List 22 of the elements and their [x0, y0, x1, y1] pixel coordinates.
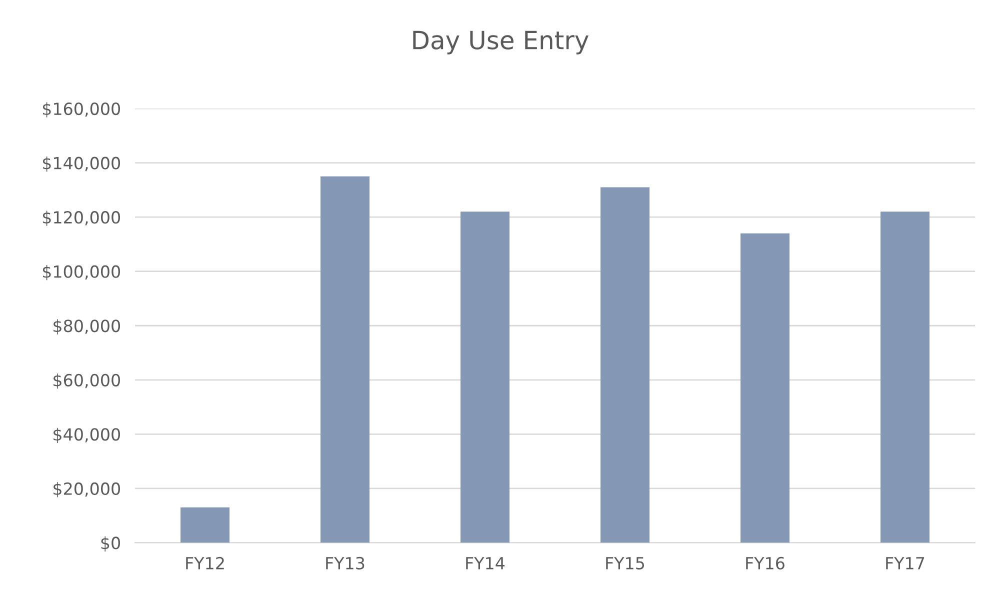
y-tick-label: $140,000: [42, 156, 120, 172]
x-tick-label: FY13: [326, 556, 364, 570]
bar: [880, 212, 930, 543]
bar: [600, 187, 650, 543]
x-tick-label: FY17: [886, 557, 924, 570]
x-tick-label: FY16: [746, 556, 784, 570]
bar: [180, 507, 230, 543]
y-tick-label: $80,000: [54, 319, 120, 334]
bar: [460, 212, 510, 543]
y-tick-label: $0: [101, 536, 120, 552]
y-tick-label: $160,000: [42, 102, 120, 118]
x-tick-label: FY14: [466, 557, 505, 570]
bar: [320, 176, 370, 543]
x-tick-label: FY15: [606, 557, 644, 570]
y-tick-label: $100,000: [42, 265, 120, 280]
y-tick-label: $20,000: [54, 482, 120, 498]
y-tick-label: $60,000: [54, 374, 120, 389]
bar: [740, 233, 790, 543]
chart-title: Day Use Entry: [413, 30, 588, 54]
x-tick-label: FY12: [186, 556, 224, 570]
y-tick-label: $40,000: [54, 428, 120, 443]
y-tick-label: $120,000: [42, 210, 120, 226]
